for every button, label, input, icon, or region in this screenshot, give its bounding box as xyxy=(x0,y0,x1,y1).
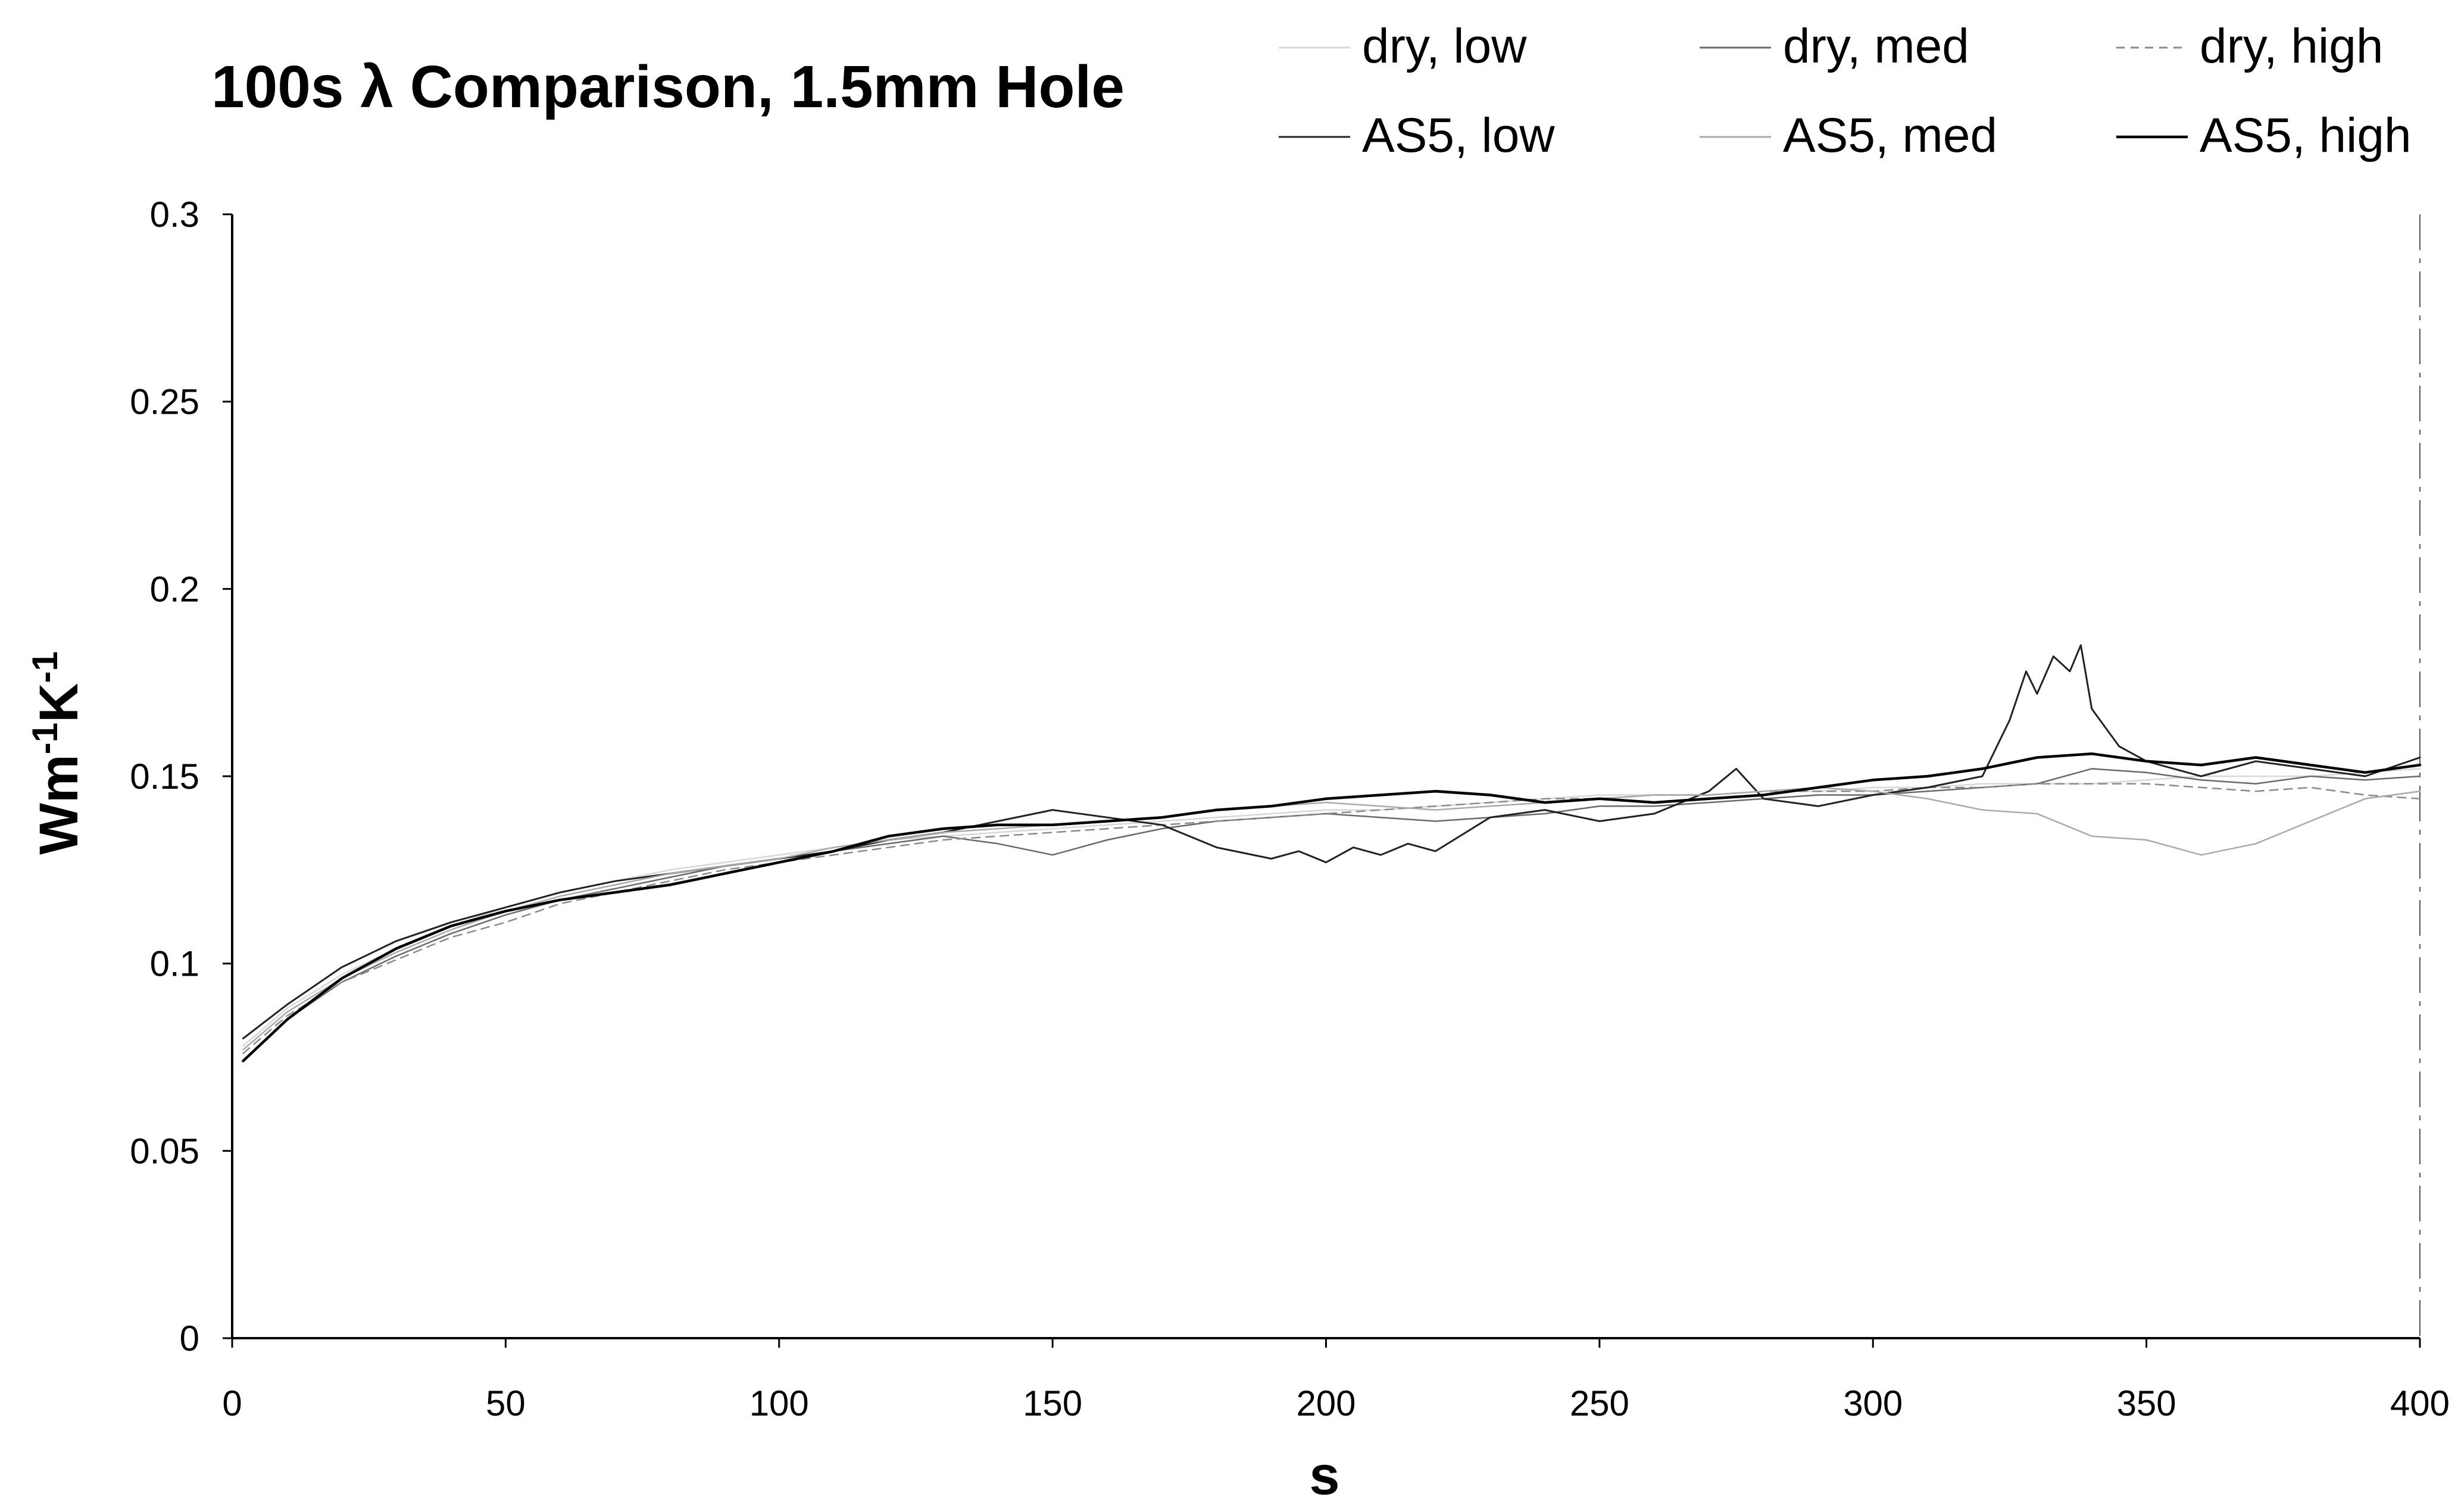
y-tick-label: 0.2 xyxy=(150,569,199,609)
chart-title: 100s λ Comparison, 1.5mm Hole xyxy=(211,54,1125,120)
y-tick-label: 0.05 xyxy=(130,1131,199,1171)
y-tick-label: 0 xyxy=(180,1319,199,1358)
x-tick-label: 150 xyxy=(1023,1383,1082,1423)
legend-label-1: dry, low xyxy=(1362,19,1527,73)
x-axis-ticks: 0 50 100 150 200 250 300 350 400 xyxy=(222,1338,2450,1423)
y-tick-label: 0.25 xyxy=(130,382,199,422)
series-group xyxy=(242,644,2422,1063)
y-axis-label: Wm-1K-1 xyxy=(25,651,89,855)
x-tick-label: 250 xyxy=(1570,1383,1629,1423)
y-tick-label: 0.15 xyxy=(130,757,199,796)
legend: dry, low dry, med dry, high AS5, low AS5, me… xyxy=(1279,19,2412,163)
x-tick-label: 300 xyxy=(1843,1383,1903,1423)
y-axis-label-mid: K xyxy=(29,683,89,722)
y-axis-label-sup2: -1 xyxy=(25,651,65,683)
y-tick-label: 0.3 xyxy=(150,195,199,235)
series-line-2 xyxy=(242,768,2421,1062)
y-axis-ticks: 0 0.05 0.1 0.15 0.2 0.25 0.3 xyxy=(130,195,232,1358)
x-tick-label: 200 xyxy=(1296,1383,1356,1423)
y-tick-label: 0.1 xyxy=(150,944,199,984)
series-line-6 xyxy=(242,752,2422,1063)
legend-label-5: AS5, med xyxy=(1783,108,1997,163)
legend-label-4: AS5, low xyxy=(1362,108,1555,163)
legend-label-3: dry, high xyxy=(2200,19,2383,73)
plot-area: 0 50 100 150 200 250 300 350 400 0 0.05 0.1 0.15 0.2… xyxy=(130,195,2450,1423)
x-tick-label: 0 xyxy=(222,1383,242,1423)
x-tick-label: 350 xyxy=(2117,1383,2176,1423)
y-axis-label-sup1: -1 xyxy=(25,723,65,754)
x-tick-label: 100 xyxy=(749,1383,809,1423)
series-line-5 xyxy=(242,786,2421,1051)
x-tick-label: 50 xyxy=(486,1383,526,1423)
x-axis-label: s xyxy=(1309,1445,1339,1506)
legend-label-6: AS5, high xyxy=(2200,108,2412,163)
y-axis-label-main: Wm xyxy=(29,754,89,855)
legend-label-2: dry, med xyxy=(1783,19,1969,73)
x-tick-label: 400 xyxy=(2390,1383,2450,1423)
